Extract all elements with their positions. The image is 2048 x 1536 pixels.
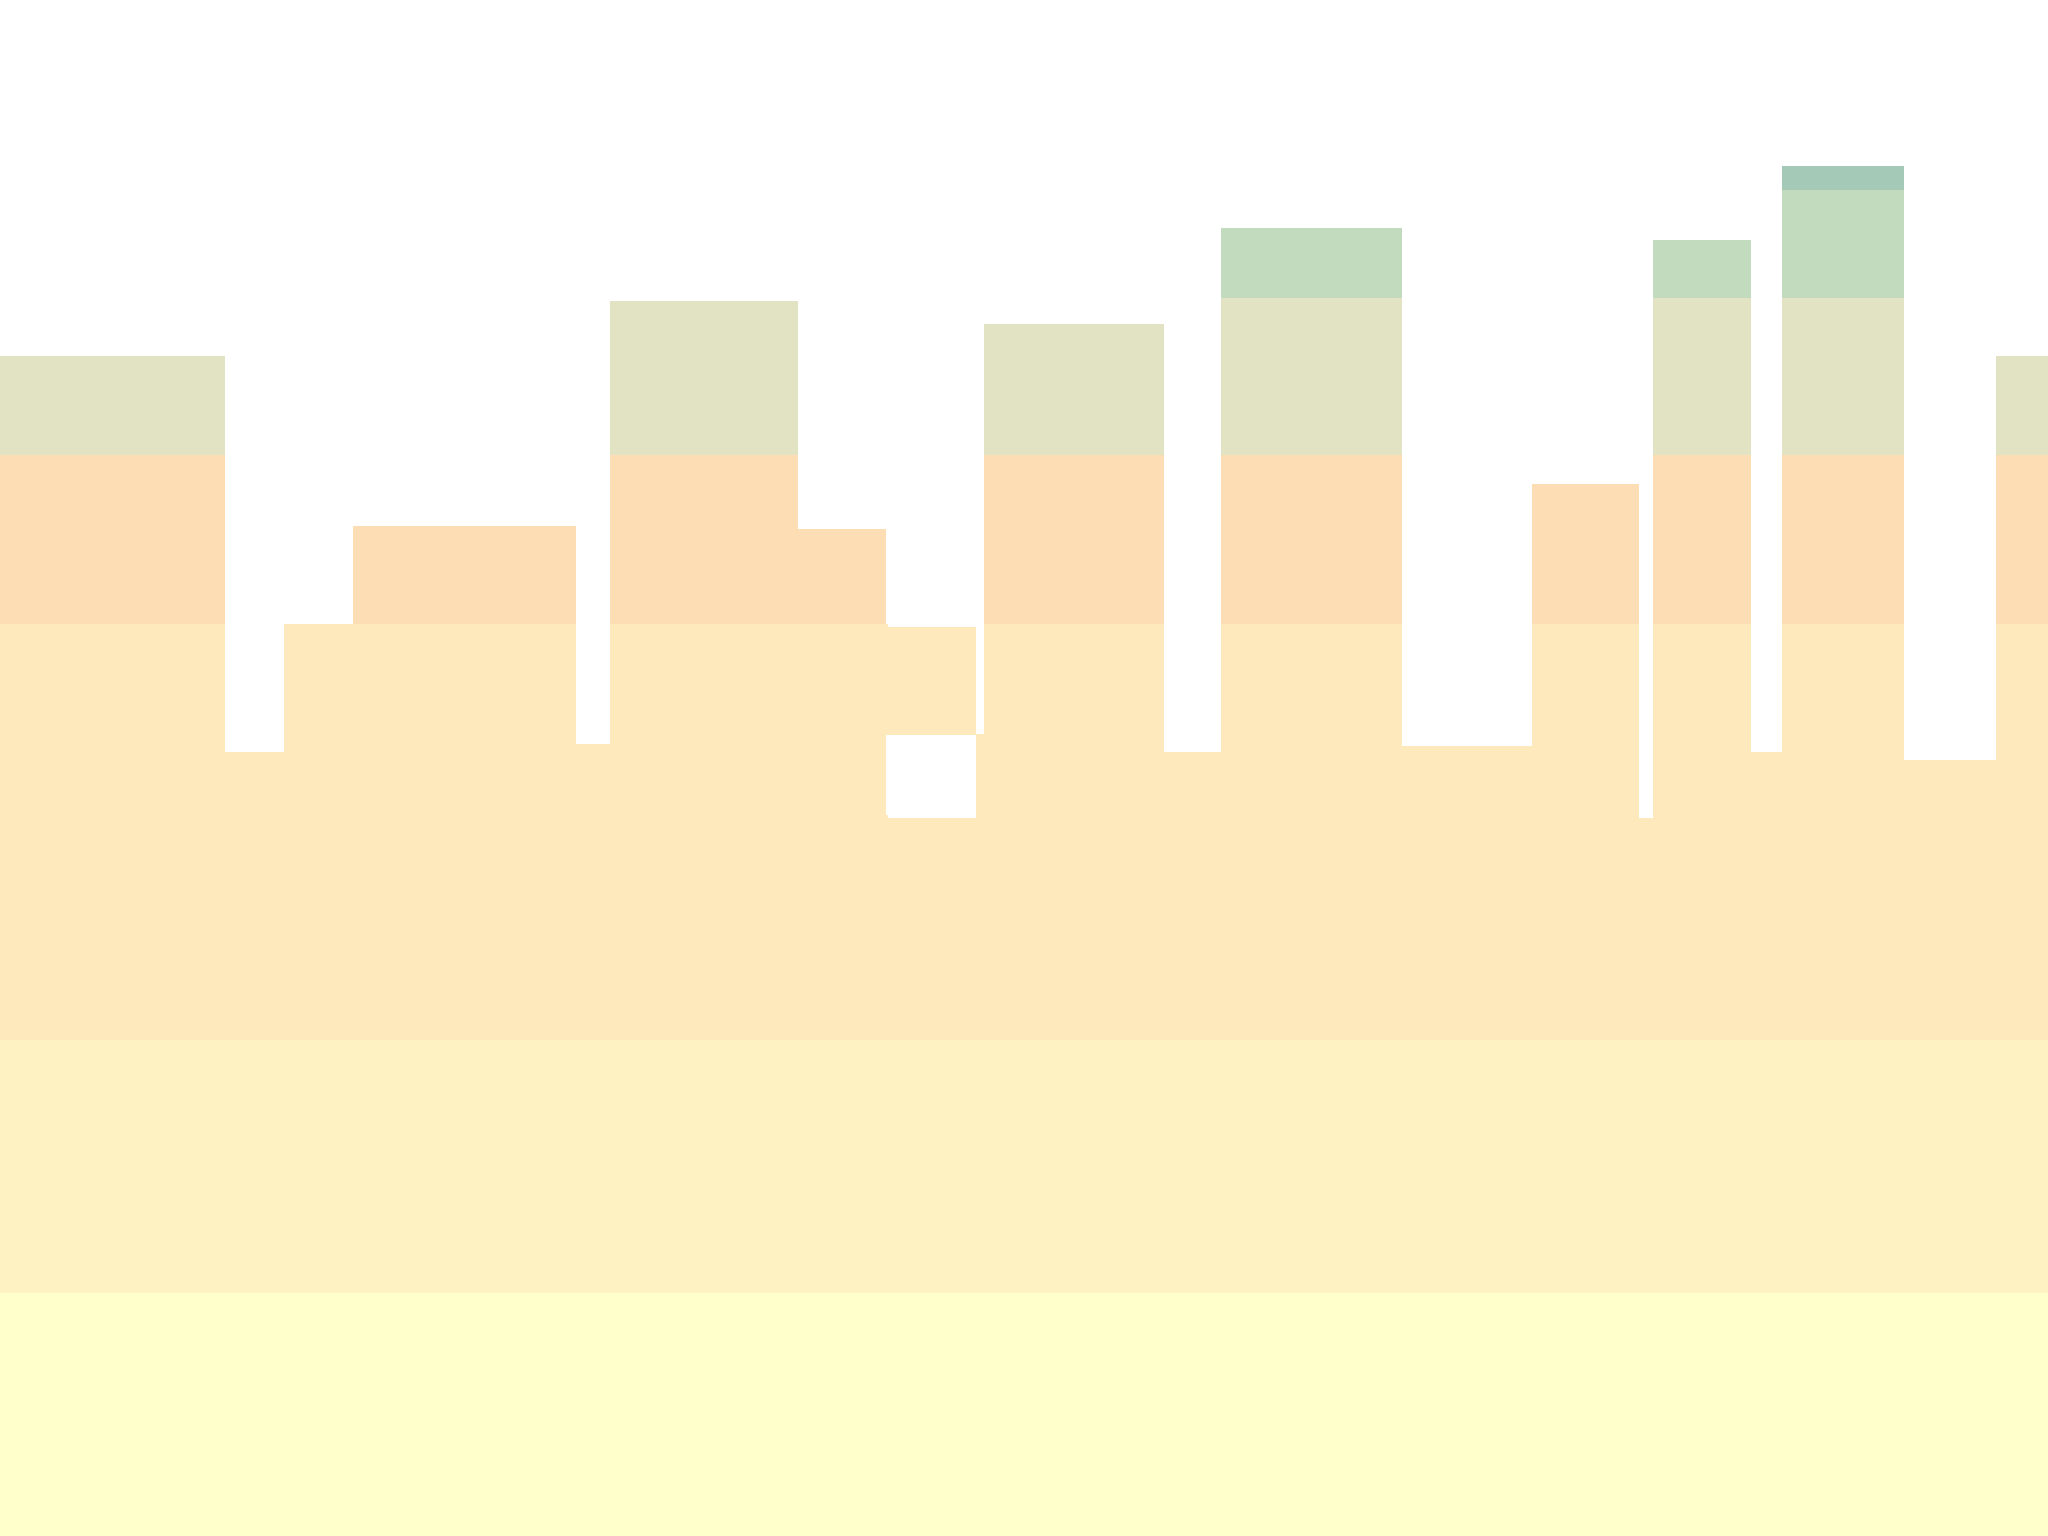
orange-block-8 <box>1653 455 1751 625</box>
mid-block-4 <box>576 744 610 818</box>
band-mid-layer <box>0 624 2048 1042</box>
mid-block-10 <box>1402 746 1532 818</box>
olive-block-5 <box>1653 298 1751 456</box>
band-olive-layer <box>0 298 2048 456</box>
olive-block-1 <box>0 356 225 456</box>
orange-block-9 <box>1782 455 1904 625</box>
gap-9 <box>886 735 888 815</box>
orange-block-1 <box>0 455 225 625</box>
teal-block-1 <box>1782 166 1904 190</box>
gap-6 <box>1639 624 1653 752</box>
mid-block-16 <box>1996 624 2048 818</box>
mid-block-2 <box>225 752 284 818</box>
olive-block-3 <box>984 324 1164 456</box>
mid-block-1 <box>0 624 225 818</box>
gap-5 <box>1402 624 1532 746</box>
orange-block-6 <box>1221 455 1402 625</box>
green-block-3 <box>1782 190 1904 300</box>
gap-1 <box>225 624 284 752</box>
gap-3 <box>976 624 984 734</box>
orange-block-4 <box>798 529 886 625</box>
mid-block-13 <box>1751 752 1782 818</box>
band-teal-layer <box>1782 166 1904 190</box>
mid-block-8 <box>1164 752 1221 818</box>
tower-gaps <box>225 624 1996 815</box>
gap-4 <box>1164 624 1221 752</box>
mid-block-12 <box>1653 624 1751 818</box>
green-block-2 <box>1653 240 1751 300</box>
mid-block-7 <box>976 624 1164 818</box>
olive-block-7 <box>1996 356 2048 456</box>
mid-block-3 <box>284 624 576 818</box>
orange-block-7 <box>1532 484 1639 625</box>
gap-8 <box>1904 624 1996 760</box>
olive-block-4 <box>1221 298 1402 456</box>
orange-block-5 <box>984 455 1164 625</box>
band-lowest-layer <box>0 1293 2048 1536</box>
mid-block-11 <box>1532 624 1639 818</box>
low-block-1 <box>0 1040 2048 1295</box>
band-low-layer <box>0 1040 2048 1295</box>
orange-block-10 <box>1996 455 2048 625</box>
band-orange-layer <box>0 455 2048 625</box>
orange-block-3 <box>610 455 798 625</box>
mid-block-17 <box>0 818 2048 1042</box>
mid-block-5 <box>610 624 888 818</box>
lowest-block-1 <box>0 1293 2048 1536</box>
gap-7 <box>1751 624 1782 752</box>
olive-block-2 <box>610 301 798 456</box>
orange-block-2 <box>353 526 576 625</box>
mid-block-6 <box>888 627 976 735</box>
mid-block-9 <box>1221 624 1402 818</box>
mid-block-14 <box>1782 624 1904 818</box>
olive-block-6 <box>1782 298 1904 456</box>
green-block-1 <box>1221 228 1402 300</box>
mid-block-15 <box>1904 760 1996 818</box>
gap-2 <box>576 624 610 744</box>
band-green-layer <box>1221 190 1904 300</box>
